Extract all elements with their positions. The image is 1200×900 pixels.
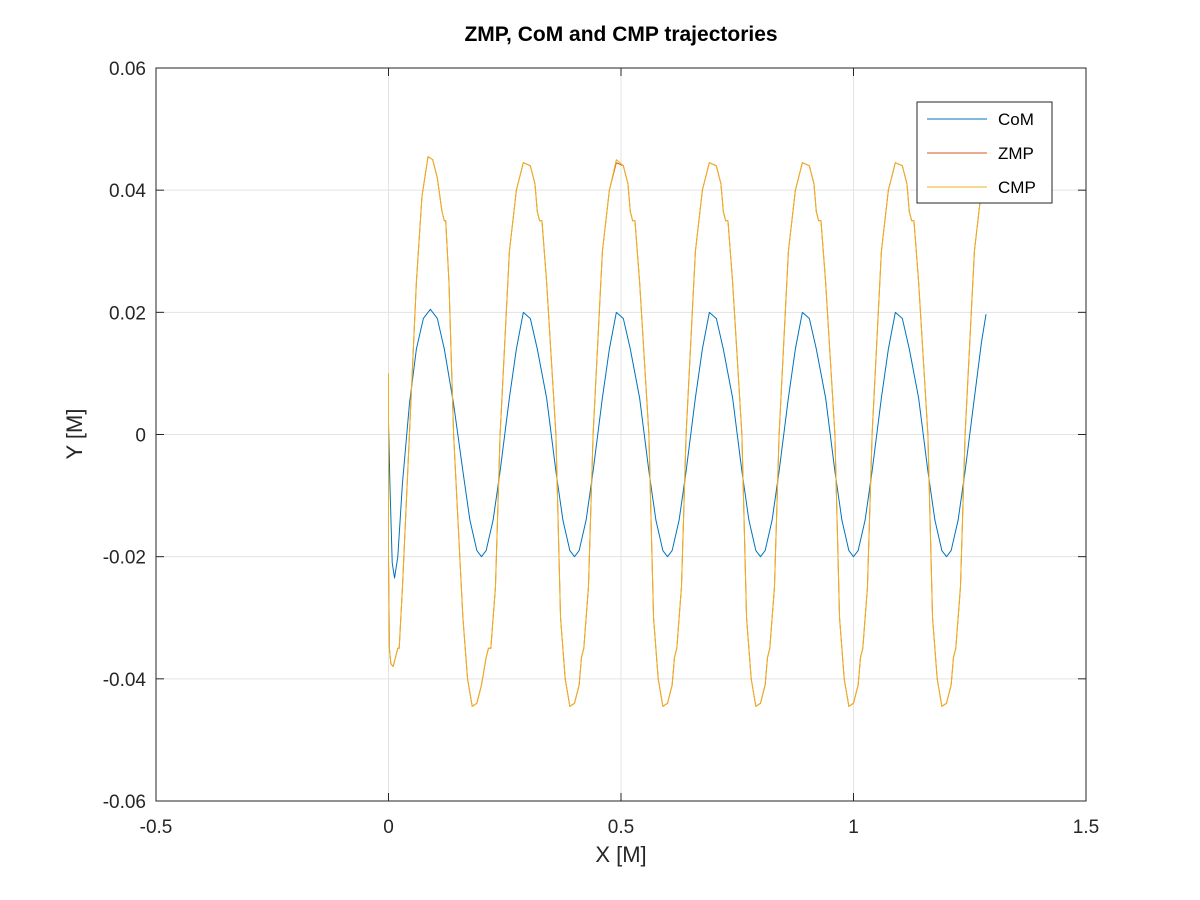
legend-label-com: CoM bbox=[998, 110, 1034, 129]
y-axis-label: Y [M] bbox=[62, 409, 87, 460]
tick-labels: -0.5 0 0.5 1 1.5 -0.06 -0.04 -0.02 0 0.02 0.04 0.06 bbox=[103, 59, 1100, 838]
x-tick-label: 1 bbox=[848, 817, 859, 838]
x-tick-label: 0 bbox=[383, 817, 394, 838]
y-tick-label: 0.04 bbox=[109, 181, 146, 202]
legend-label-zmp: ZMP bbox=[998, 144, 1034, 163]
legend: CoM ZMP CMP bbox=[916, 101, 1053, 204]
chart-title: ZMP, CoM and CMP trajectories bbox=[464, 23, 777, 46]
x-tick-label: -0.5 bbox=[140, 817, 173, 838]
x-tick-label: 1.5 bbox=[1073, 817, 1099, 838]
x-axis-label: X [M] bbox=[595, 842, 646, 867]
y-tick-label: -0.06 bbox=[103, 792, 146, 813]
y-tick-label: 0 bbox=[135, 426, 146, 447]
ticks bbox=[155, 67, 1087, 802]
y-tick-label: 0.02 bbox=[109, 303, 146, 324]
y-tick-label: 0.06 bbox=[109, 59, 146, 80]
x-tick-label: 0.5 bbox=[608, 817, 634, 838]
series-line-com bbox=[388, 308, 987, 579]
y-tick-label: -0.02 bbox=[103, 548, 146, 569]
series-line-cmp bbox=[388, 156, 985, 707]
y-tick-label: -0.04 bbox=[103, 670, 147, 691]
series-layer bbox=[388, 156, 987, 707]
legend-label-cmp: CMP bbox=[998, 178, 1036, 197]
